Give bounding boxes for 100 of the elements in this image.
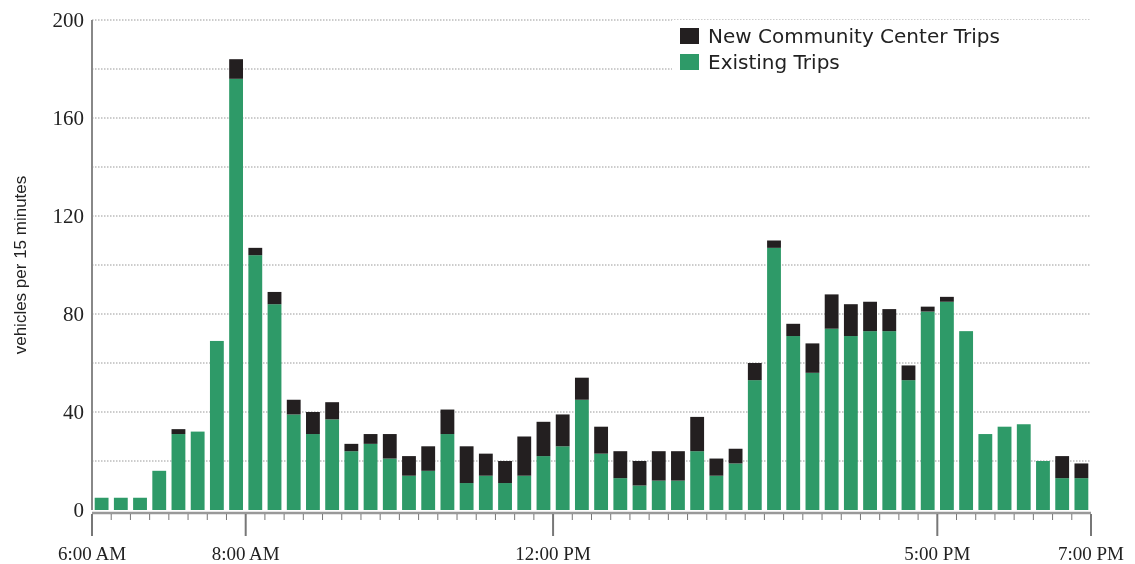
bar: [229, 78, 243, 510]
bar: [901, 365, 916, 381]
bar: [1016, 424, 1031, 510]
bar: [478, 475, 493, 510]
bar: [421, 446, 436, 471]
bar: [709, 475, 724, 510]
bar: [1055, 456, 1070, 479]
bar: [498, 483, 512, 510]
bar: [843, 336, 858, 510]
bar: [613, 478, 628, 510]
bar: [402, 456, 416, 476]
bar: [402, 475, 416, 510]
bar: [306, 412, 320, 435]
y-tick-label: 0: [73, 498, 84, 523]
bar: [824, 328, 839, 510]
bar: [286, 414, 301, 510]
bar: [459, 446, 474, 484]
bar: [690, 451, 705, 510]
bar: [190, 431, 205, 510]
bar: [632, 461, 647, 486]
bar: [574, 377, 589, 400]
bar: [882, 331, 897, 510]
bar: [728, 448, 743, 464]
bar: [440, 409, 455, 435]
bar: [728, 463, 743, 510]
bar: [229, 59, 243, 79]
bar: [920, 311, 935, 510]
bar: [863, 331, 877, 510]
x-tick-label: 8:00 AM: [211, 543, 280, 564]
bar: [671, 451, 685, 481]
bar: [421, 470, 436, 510]
bar: [113, 497, 128, 510]
bar: [171, 429, 186, 435]
legend-label: Existing Trips: [708, 50, 840, 74]
bar: [440, 434, 455, 510]
bar: [363, 443, 378, 510]
bar: [843, 304, 858, 337]
bar: [805, 372, 820, 510]
x-tick-label: 5:00 PM: [904, 543, 971, 564]
bar: [498, 461, 512, 484]
bar: [344, 451, 359, 510]
bar: [209, 340, 224, 510]
bar: [344, 443, 359, 452]
x-tick-label: 6:00 AM: [57, 543, 127, 564]
bar: [248, 247, 263, 256]
bar: [133, 497, 147, 510]
legend-label: New Community Center Trips: [708, 24, 1000, 48]
x-tick-label: 12:00 PM: [515, 543, 591, 564]
bar: [555, 414, 570, 447]
bar: [478, 453, 493, 476]
bar: [882, 309, 897, 332]
bar: [940, 301, 954, 510]
bar: [1074, 463, 1089, 479]
bar: [997, 426, 1012, 510]
bar: [248, 255, 263, 510]
bar: [863, 301, 877, 332]
bar: [536, 456, 551, 510]
y-axis-title: vehicles per 15 minutes: [11, 175, 30, 355]
bar: [747, 363, 762, 381]
bar: [517, 475, 532, 510]
bar: [325, 419, 340, 510]
bar: [382, 434, 397, 459]
y-tick-label: 120: [52, 204, 84, 229]
bar: [767, 247, 781, 510]
bar: [459, 483, 474, 510]
bar: [1055, 478, 1070, 510]
bar: [363, 434, 378, 444]
bar: [824, 294, 839, 329]
bar: [959, 331, 974, 510]
bar: [651, 480, 666, 510]
bar: [632, 485, 647, 510]
bar: [786, 336, 801, 510]
bar: [517, 436, 532, 476]
bar: [171, 434, 186, 510]
y-tick-label: 200: [52, 8, 84, 33]
y-tick-label: 40: [63, 400, 84, 425]
y-tick-label: 160: [52, 106, 84, 131]
bar: [920, 306, 935, 312]
bar: [555, 446, 570, 510]
bar: [1074, 478, 1089, 510]
y-tick-label: 80: [63, 302, 84, 327]
bar: [574, 399, 589, 510]
bar: [786, 323, 801, 337]
bar: [767, 240, 781, 248]
bar: [152, 470, 167, 510]
bar: [325, 402, 340, 420]
x-tick-label: 7:00 PM: [1058, 543, 1125, 564]
bar: [94, 497, 109, 510]
bar: [536, 421, 551, 457]
bar: [747, 380, 762, 510]
bar: [306, 434, 320, 510]
bar: [671, 480, 685, 510]
bar: [709, 458, 724, 476]
bar: [1036, 461, 1050, 510]
bar: [613, 451, 628, 479]
bar: [594, 426, 609, 454]
bar: [690, 416, 705, 452]
bar: [267, 291, 282, 305]
bar: [940, 296, 954, 302]
bar: [286, 399, 301, 415]
